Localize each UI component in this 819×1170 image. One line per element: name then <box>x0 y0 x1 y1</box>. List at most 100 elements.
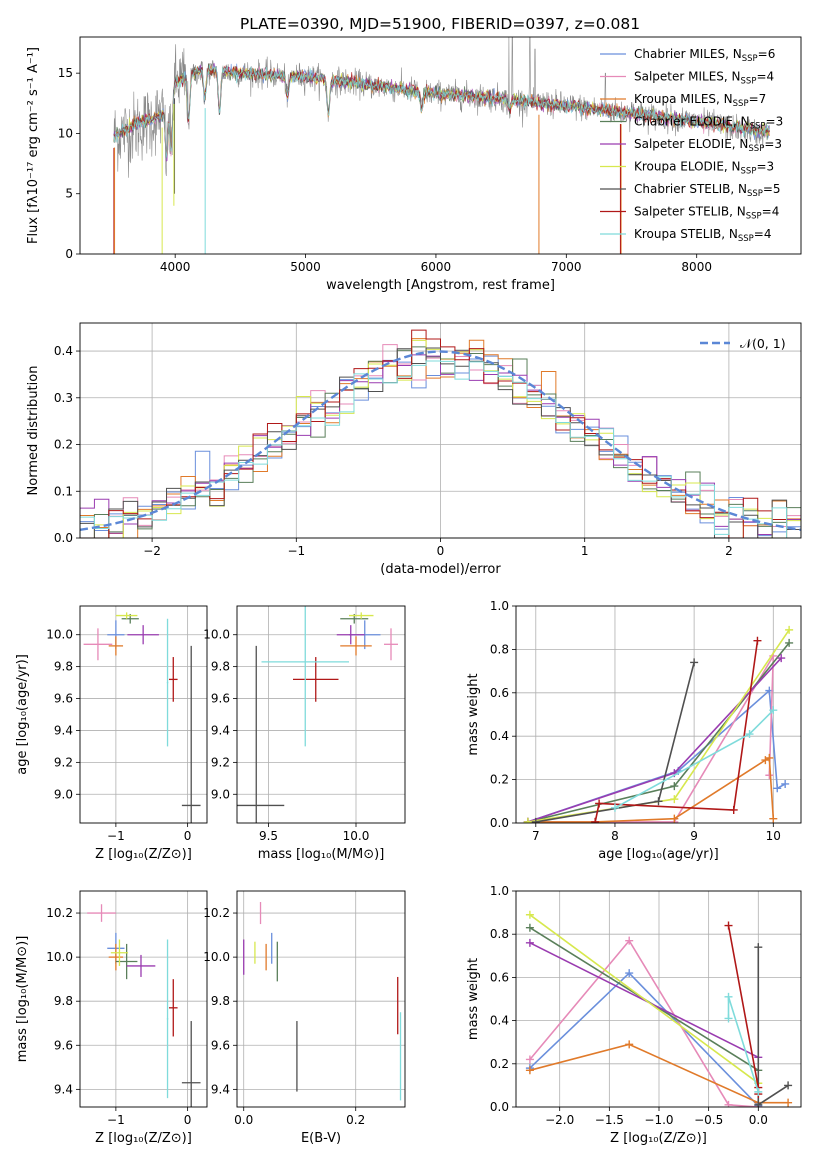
x-tick-label: 0.0 <box>234 1113 253 1127</box>
mass_vs_ebv-plot-area <box>243 902 402 1101</box>
weight-marker <box>625 936 634 945</box>
legend-subscript: SSP <box>741 77 757 87</box>
errorbar-point <box>166 939 169 1099</box>
legend-entry: Chabrier MILES, NSSP=6 <box>634 47 775 64</box>
x-axis-label: Z [log₁₀(Z/Z⊙)] <box>95 1131 192 1146</box>
x-tick-label: 0.0 <box>749 1113 768 1127</box>
y-tick-label: 10 <box>58 126 73 140</box>
y-tick-label: 0.6 <box>490 970 509 984</box>
weight-marker <box>754 943 763 952</box>
y-tick-label: 10.0 <box>203 628 230 642</box>
weight-series-line <box>527 629 790 823</box>
weight-marker <box>591 817 600 823</box>
x-tick-label: 5000 <box>290 260 321 274</box>
legend-subscript: SSP <box>750 122 766 132</box>
errorbar-point <box>108 943 124 971</box>
legend-count: =5 <box>763 182 781 196</box>
weight-series-line <box>529 939 759 1107</box>
errorbar-point <box>166 618 169 747</box>
y-tick-label: 0.2 <box>490 1057 509 1071</box>
x-tick-label: −1 <box>107 829 125 843</box>
legend-subscript: SSP <box>738 234 754 244</box>
mass_vs_ebv-frame <box>236 890 406 1108</box>
y-tick-label: 9.2 <box>211 755 230 769</box>
y-tick-label: 9.4 <box>54 723 73 737</box>
x-axis-label: age [log₁₀(age/yr)] <box>598 847 719 862</box>
x-tick-label: −1 <box>287 544 305 558</box>
age_vs_mass-plot-area <box>237 606 398 823</box>
legend-entry: Chabrier STELIB, NSSP=5 <box>634 182 781 199</box>
legend-subscript: SSP <box>747 189 763 199</box>
weight_vs_age-plot-area <box>523 625 794 823</box>
errorbar-point <box>293 657 339 702</box>
x-tick-label: 0.2 <box>346 1113 365 1127</box>
x-tick-label: −0.5 <box>694 1113 723 1127</box>
weight-marker <box>654 797 663 806</box>
weight-marker <box>690 658 699 667</box>
y-axis-label: Normed distribution <box>26 366 41 496</box>
legend-subscript: SSP <box>741 167 757 177</box>
weight-series-line <box>529 1043 789 1104</box>
spectrum-axes: 4000 5000 6000 7000 8000 0 5 10 15 wavelength [An… <box>26 47 712 293</box>
errorbar-point <box>181 1021 201 1107</box>
errorbar-point <box>384 628 398 661</box>
x-tick-label: −1.5 <box>595 1113 624 1127</box>
weight-marker <box>753 636 762 645</box>
y-tick-label: 0.3 <box>54 391 73 405</box>
legend-count: =3 <box>756 160 774 174</box>
legend-count: =3 <box>766 115 784 129</box>
y-tick-label: 9.6 <box>54 1038 73 1052</box>
y-tick-label: 0.0 <box>490 1100 509 1114</box>
weight-marker <box>595 799 604 808</box>
x-axis-label: (data-model)/error <box>380 562 501 577</box>
weight-marker <box>610 803 619 812</box>
y-tick-label: 0.0 <box>490 816 509 830</box>
weight-series-line <box>529 914 759 1084</box>
y-tick-label: 9.2 <box>54 755 73 769</box>
weight-marker <box>670 795 679 804</box>
errorbar-point <box>127 625 159 645</box>
legend-entry: Chabrier ELODIE, NSSP=3 <box>634 115 783 132</box>
residuals-axes: −2 −1 0 1 2 0.0 0.1 0.2 0.3 0.4 (data-model)/error… <box>26 323 801 577</box>
weight-marker <box>525 1066 534 1075</box>
y-tick-label: 9.8 <box>54 660 73 674</box>
y-tick-label: 9.8 <box>211 994 230 1008</box>
x-tick-label: −1 <box>107 1113 125 1127</box>
legend-subscript: SSP <box>733 99 749 109</box>
y-axis-label: Flux [fλ10⁻¹⁷ erg cm⁻² s⁻¹ A⁻¹] <box>26 47 41 244</box>
y-tick-label: 0.8 <box>490 642 509 656</box>
legend-entry: Salpeter MILES, NSSP=4 <box>634 70 774 87</box>
figure-title: PLATE=0390, MJD=51900, FIBERID=0397, z=0… <box>240 15 640 33</box>
weight-marker <box>525 938 534 947</box>
x-tick-label: 9 <box>690 829 698 843</box>
age_vs_mass-frame <box>236 605 406 824</box>
y-tick-label: 10.0 <box>46 950 73 964</box>
y-tick-label: 10.0 <box>46 628 73 642</box>
legend-entry: Salpeter ELODIE, NSSP=3 <box>634 137 782 154</box>
errorbar-point <box>115 612 138 619</box>
y-tick-label: 9.6 <box>54 692 73 706</box>
residual-legend: 𝒩(0, 1) <box>700 336 786 351</box>
y-tick-label: 0.2 <box>490 773 509 787</box>
errorbar-point <box>349 612 374 619</box>
y-tick-label: 9.4 <box>211 1082 230 1096</box>
x-tick-label: 4000 <box>160 260 191 274</box>
weight_vs_Z-frame <box>515 890 802 1108</box>
legend-subscript: SSP <box>742 54 758 64</box>
spectrum-legend: Chabrier MILES, NSSP=6 Salpeter MILES, NS… <box>600 47 783 244</box>
y-tick-label: 9.8 <box>211 660 230 674</box>
weight-marker <box>773 784 782 793</box>
y-tick-label: 9.4 <box>211 723 230 737</box>
x-tick-label: 8000 <box>681 260 712 274</box>
weight-marker <box>724 1100 733 1107</box>
age_vs_Z-axes: −1 0 9.0 9.2 9.4 9.6 9.8 10.0 Z [log₁₀(Z/Z⊙)] age… <box>15 606 207 862</box>
weight-marker <box>625 969 634 978</box>
y-tick-label: 1.0 <box>490 884 509 898</box>
y-tick-label: 10.0 <box>203 950 230 964</box>
x-tick-label: 1 <box>581 544 589 558</box>
residuals-plot-area <box>80 329 801 538</box>
weight-marker <box>745 730 754 739</box>
y-tick-label: 0.0 <box>54 531 73 545</box>
weight-marker <box>765 753 774 762</box>
age_vs_mass-axes: 9.5 10.0 9.0 9.2 9.4 9.6 9.8 10.0 mass [log₁₀(M/… <box>203 606 405 862</box>
